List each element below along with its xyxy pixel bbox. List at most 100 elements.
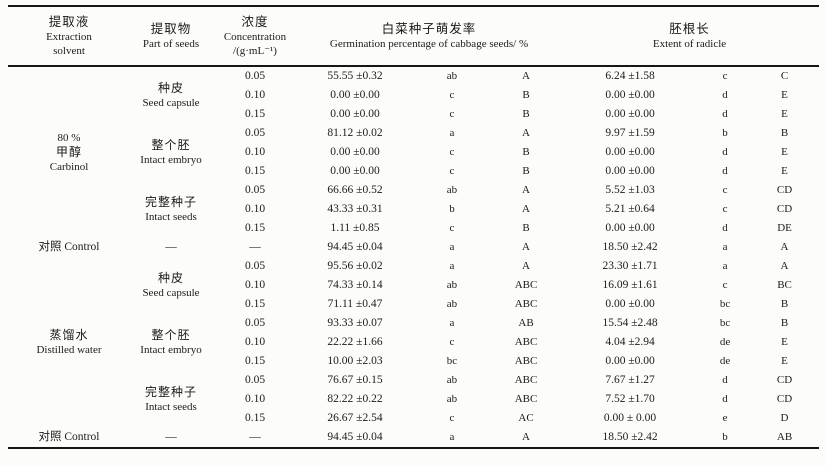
header-part-en: Part of seeds xyxy=(142,38,200,50)
part-seed-capsule-en: Seed capsule xyxy=(142,97,200,109)
cell-control-label: 对照 Control xyxy=(38,431,100,443)
solvent-distilled-line2: Distilled water xyxy=(36,344,102,356)
cell-germination-sig-upper: AB xyxy=(518,317,534,329)
cell-radicle-value: 6.24 ±1.58 xyxy=(605,70,655,82)
table-row: 0.15 10.00 ±2.03 bc ABC 0.00 ±0.00 de E xyxy=(8,352,819,371)
results-table: 提取液 Extraction solvent 提取物 Part of seeds… xyxy=(8,5,820,449)
cell-radicle-value: 15.54 ±2.48 xyxy=(602,317,658,329)
cell-germination-sig-lower: b xyxy=(449,203,455,215)
part-intact-seeds-en: Intact seeds xyxy=(145,211,197,223)
table-row-control: 对照 Control — — 94.45 ±0.04 a A 18.50 ±2.… xyxy=(8,238,819,257)
cell-radicle-value: 0.00 ± 0.00 xyxy=(603,412,657,424)
group-solvent-carbinol: 80 % 甲醇 Carbinol xyxy=(8,66,130,238)
cell-radicle-sig-lower: d xyxy=(722,89,728,101)
cell-germination-value: 43.33 ±0.31 xyxy=(327,203,383,215)
cell-concentration: 0.10 xyxy=(244,336,266,348)
header-concentration-unit: /(g·mL⁻¹) xyxy=(233,45,277,57)
cell-germination-sig-upper: A xyxy=(522,431,530,443)
cell-germination-sig-lower: ab xyxy=(446,298,458,310)
cell-concentration: 0.05 xyxy=(244,127,266,139)
cell-germination-sig-upper: A xyxy=(522,241,530,253)
part-seed-capsule-zh: 种皮 xyxy=(157,81,184,95)
cell-dash: — xyxy=(165,431,177,443)
cell-germination-sig-upper: ABC xyxy=(514,336,538,348)
cell-radicle-value: 0.00 ±0.00 xyxy=(605,222,655,234)
cell-radicle-sig-upper: E xyxy=(781,165,788,177)
cell-control-label: 对照 Control xyxy=(38,241,100,253)
cell-germination-sig-lower: a xyxy=(449,317,455,329)
group-part-seed-capsule: 种皮 Seed capsule xyxy=(130,66,212,124)
cell-germination-sig-upper: B xyxy=(522,146,530,158)
cell-radicle-sig-upper: B xyxy=(780,127,789,139)
group-solvent-distilled-water: 蒸馏水 Distilled water xyxy=(8,257,130,428)
cell-radicle-value: 23.30 ±1.71 xyxy=(602,260,658,272)
cell-radicle-sig-lower: b xyxy=(722,127,728,139)
cell-concentration: 0.15 xyxy=(244,412,266,424)
cell-germination-value: 94.45 ±0.04 xyxy=(327,431,383,443)
part-intact-embryo-en: Intact embryo xyxy=(140,154,202,166)
cell-radicle-sig-lower: de xyxy=(719,336,731,348)
part-seed-capsule-en: Seed capsule xyxy=(142,287,200,299)
col-header-germination: 白菜种子萌发率 Germination percentage of cabbag… xyxy=(298,6,561,67)
cell-germination-sig-lower: c xyxy=(449,336,455,348)
cell-germination-value: 10.00 ±2.03 xyxy=(327,355,383,367)
solvent-carbinol-line2: 甲醇 xyxy=(55,145,82,159)
cell-radicle-value: 16.09 ±1.61 xyxy=(602,279,658,291)
table-row: 80 % 甲醇 Carbinol 种皮 Seed capsule 0.05 55… xyxy=(8,66,819,173)
table-row: 0.10 22.22 ±1.66 c ABC 4.04 ±2.94 de E xyxy=(8,333,819,352)
cell-radicle-sig-upper: A xyxy=(780,241,789,253)
cell-germination-sig-lower: c xyxy=(449,222,455,234)
table-row: 蒸馏水 Distilled water 种皮 Seed capsule 0.05… xyxy=(8,257,819,356)
table-row: 完整种子 Intact seeds 0.05 76.67 ±0.15 ab AB… xyxy=(8,371,819,413)
cell-radicle-sig-upper: E xyxy=(781,146,788,158)
header-germination-zh: 白菜种子萌发率 xyxy=(381,22,477,36)
part-intact-embryo-zh: 整个胚 xyxy=(151,328,191,342)
part-intact-embryo-zh: 整个胚 xyxy=(151,138,191,152)
cell-germination-sig-upper: A xyxy=(522,260,530,272)
table-row: 0.10 0.00 ±0.00 c B 0.00 ±0.00 d E xyxy=(8,143,819,162)
cell-radicle-sig-lower: d xyxy=(722,165,728,177)
cell-radicle-sig-upper: E xyxy=(781,355,788,367)
cell-germination-value: 95.56 ±0.02 xyxy=(327,260,383,272)
solvent-carbinol-line3: Carbinol xyxy=(49,161,89,173)
cell-radicle-value: 5.21 ±0.64 xyxy=(605,203,655,215)
cell-germination-sig-lower: c xyxy=(449,89,455,101)
cell-radicle-value: 0.00 ±0.00 xyxy=(605,355,655,367)
group-part-intact-embryo: 整个胚 Intact embryo xyxy=(130,314,212,371)
part-intact-embryo-en: Intact embryo xyxy=(140,344,202,356)
cell-radicle-sig-upper: BC xyxy=(777,279,792,291)
cell-radicle-sig-upper: CD xyxy=(776,184,793,196)
col-header-radicle: 胚根长 Extent of radicle xyxy=(560,6,820,67)
cell-radicle-sig-upper: E xyxy=(781,89,788,101)
cell-germination-sig-lower: c xyxy=(449,108,455,120)
group-part-intact-seeds: 完整种子 Intact seeds xyxy=(130,371,212,428)
header-extraction-en1: Extraction xyxy=(46,31,92,43)
cell-radicle-sig-lower: c xyxy=(722,203,728,215)
cell-concentration: 0.05 xyxy=(244,374,266,386)
cell-radicle-sig-lower: a xyxy=(722,241,728,253)
cell-radicle-value: 5.52 ±1.03 xyxy=(605,184,655,196)
header-radicle-zh: 胚根长 xyxy=(669,22,710,36)
table-row: 0.15 26.67 ±2.54 c AC 0.00 ± 0.00 e D xyxy=(8,409,819,428)
table-row: 0.15 1.11 ±0.85 c B 0.00 ±0.00 d DE xyxy=(8,219,819,238)
cell-radicle-value: 9.97 ±1.59 xyxy=(605,127,655,139)
cell-germination-value: 71.11 ±0.47 xyxy=(327,298,383,310)
part-seed-capsule-zh: 种皮 xyxy=(157,271,184,285)
cell-germination-value: 81.12 ±0.02 xyxy=(327,127,383,139)
cell-radicle-sig-upper: B xyxy=(780,317,789,329)
table-row: 0.15 0.00 ±0.00 c B 0.00 ±0.00 d E xyxy=(8,162,819,181)
table-row: 0.10 82.22 ±0.22 ab ABC 7.52 ±1.70 d CD xyxy=(8,390,819,409)
table-row: 0.15 71.11 ±0.47 ab ABC 0.00 ±0.00 bc B xyxy=(8,295,819,314)
cell-concentration: — xyxy=(249,431,261,443)
cell-radicle-sig-lower: d xyxy=(722,222,728,234)
header-radicle-en: Extent of radicle xyxy=(652,38,727,50)
solvent-distilled-line1: 蒸馏水 xyxy=(49,328,89,342)
col-header-part-of-seeds: 提取物 Part of seeds xyxy=(130,6,212,67)
part-intact-seeds-zh: 完整种子 xyxy=(144,195,197,209)
cell-radicle-sig-lower: d xyxy=(722,393,728,405)
cell-germination-sig-lower: a xyxy=(449,260,455,272)
cell-radicle-sig-lower: d xyxy=(722,108,728,120)
cell-concentration: 0.05 xyxy=(244,70,266,82)
cell-germination-sig-lower: ab xyxy=(446,279,458,291)
cell-germination-sig-lower: a xyxy=(449,241,455,253)
